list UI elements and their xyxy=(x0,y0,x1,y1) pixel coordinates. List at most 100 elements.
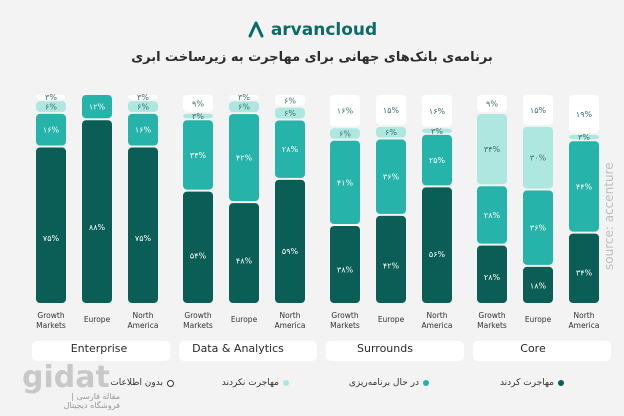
category-label: Markets xyxy=(330,321,360,330)
data-label: ۶% xyxy=(385,128,397,137)
bar-segment-enterprise-growth-markets-s0 xyxy=(36,147,66,303)
legend-item-planning: در حال برنامه‌ریزی xyxy=(349,378,429,388)
data-label: ۱۶% xyxy=(135,126,152,135)
data-label: ۵۶% xyxy=(429,250,446,259)
data-label: ۳% xyxy=(192,112,204,121)
bar-segment-surrounds-growth-markets-s0 xyxy=(330,225,360,303)
bar-segment-core-europe-s2 xyxy=(523,126,553,189)
category-label: Markets xyxy=(183,321,213,330)
data-label: ۸۸% xyxy=(89,223,106,232)
category-label: North xyxy=(133,311,154,320)
legend: مهاجرت کردند در حال برنامه‌ریزی مهاجرت ن… xyxy=(0,378,624,394)
header: arvancloud برنامه‌ی بانک‌های جهانی برای … xyxy=(0,0,624,78)
data-label: ۹% xyxy=(486,100,498,109)
bar-segment-core-europe-s0 xyxy=(523,266,553,303)
data-label: ۳۸% xyxy=(337,265,354,274)
watermark-subtitle: مقاله فارسی | فروشگاه دیجیتال xyxy=(63,392,120,410)
data-label: ۴۱% xyxy=(337,178,354,187)
arvancloud-logo-icon xyxy=(248,21,264,38)
data-label: ۱۶% xyxy=(429,107,446,116)
watermark-text: gidat xyxy=(22,360,110,395)
legend-planning-dot-icon xyxy=(423,380,429,386)
data-label: ۶% xyxy=(238,103,250,112)
category-label: Growth xyxy=(331,311,358,320)
group-band-core xyxy=(473,341,611,361)
data-label: ۲۸% xyxy=(484,211,501,220)
data-label: ۱۵% xyxy=(530,106,547,115)
bar-segment-enterprise-north-america-s1 xyxy=(128,113,158,146)
data-label: ۳۰% xyxy=(530,154,547,163)
data-label: ۷۵% xyxy=(135,234,152,243)
bar-segment-surrounds-growth-markets-s3 xyxy=(330,95,360,127)
category-label: America xyxy=(128,321,159,330)
data-label: ۶% xyxy=(137,103,149,112)
bar-segment-core-growth-markets-s1 xyxy=(477,186,507,244)
legend-label: بدون اطلاعات xyxy=(110,378,163,388)
bar-segment-enterprise-north-america-s3 xyxy=(128,95,158,100)
data-label: ۱۶% xyxy=(337,107,354,116)
source-text: source: accenture xyxy=(602,162,616,270)
bar-segment-surrounds-north-america-s2 xyxy=(422,128,452,133)
data-label: ۳۴% xyxy=(576,268,593,277)
bar-segment-enterprise-europe-s1 xyxy=(82,95,112,119)
data-label: ۶% xyxy=(284,109,296,118)
category-label: Markets xyxy=(477,321,507,330)
bar-segment-core-north-america-s3 xyxy=(569,95,599,133)
legend-migrated-dot-icon xyxy=(558,380,564,386)
data-label: ۱۶% xyxy=(43,126,60,135)
bar-segment-surrounds-growth-markets-s2 xyxy=(330,128,360,139)
data-label: ۴۲% xyxy=(236,154,253,163)
data-label: ۳۴% xyxy=(190,151,207,160)
bar-segment-data-analytics-north-america-s3 xyxy=(275,95,305,106)
category-label: America xyxy=(422,321,453,330)
data-label: ۴۲% xyxy=(383,261,400,270)
bar-segment-core-europe-s3 xyxy=(523,95,553,125)
bar-segment-enterprise-north-america-s2 xyxy=(128,101,158,112)
bar-segment-enterprise-europe-s0 xyxy=(82,120,112,303)
category-label: Europe xyxy=(525,315,552,324)
data-label: ۱۲% xyxy=(89,103,106,112)
bar-segment-surrounds-europe-s0 xyxy=(376,215,406,303)
legend-unknown-dot-icon xyxy=(167,379,174,387)
data-label: ۳۶% xyxy=(530,224,547,233)
category-label: Growth xyxy=(37,311,64,320)
category-label: Growth xyxy=(184,311,211,320)
group-label-core: Core xyxy=(520,342,546,355)
chart-title: برنامه‌ی بانک‌های جهانی برای مهاجرت به ز… xyxy=(131,50,493,65)
category-label: Markets xyxy=(36,321,66,330)
data-label: ۲۸% xyxy=(484,273,501,282)
bar-segment-data-analytics-growth-markets-s1 xyxy=(183,120,213,190)
category-label: America xyxy=(275,321,306,330)
category-label: Europe xyxy=(378,315,405,324)
legend-item-unknown: بدون اطلاعات xyxy=(110,378,174,388)
bar-segment-data-analytics-growth-markets-s3 xyxy=(183,95,213,112)
legend-label: مهاجرت نکردند xyxy=(221,378,279,388)
category-label: North xyxy=(427,311,448,320)
bar-segment-surrounds-europe-s1 xyxy=(376,139,406,214)
bar-segment-data-analytics-europe-s3 xyxy=(229,95,259,100)
data-label: ۳% xyxy=(45,93,57,102)
data-label: ۳۶% xyxy=(383,173,400,182)
category-label: America xyxy=(569,321,600,330)
bar-segment-data-analytics-north-america-s1 xyxy=(275,120,305,178)
data-label: ۲۸% xyxy=(282,145,299,154)
bar-segment-data-analytics-growth-markets-s0 xyxy=(183,191,213,303)
bar-segment-surrounds-north-america-s3 xyxy=(422,95,452,127)
bar-segment-core-north-america-s2 xyxy=(569,134,599,140)
bar-segment-data-analytics-europe-s0 xyxy=(229,203,259,303)
bar-segment-data-analytics-growth-markets-s2 xyxy=(183,113,213,119)
bar-segment-core-growth-markets-s3 xyxy=(477,95,507,113)
bar-segment-core-north-america-s0 xyxy=(569,233,599,303)
bar-segment-enterprise-growth-markets-s2 xyxy=(36,101,66,112)
bar-segment-data-analytics-europe-s1 xyxy=(229,114,259,202)
bar-segment-surrounds-north-america-s1 xyxy=(422,134,452,186)
category-label: North xyxy=(280,311,301,320)
group-labels: Enterprise Data & Analytics Surrounds Co… xyxy=(0,342,624,362)
group-band-surrounds xyxy=(326,341,464,361)
bar-segment-core-growth-markets-s2 xyxy=(477,114,507,185)
data-label: ۶% xyxy=(45,103,57,112)
data-label: ۳% xyxy=(431,127,443,136)
brand-name: arvancloud xyxy=(270,20,378,40)
bar-segment-core-growth-markets-s0 xyxy=(477,245,507,303)
